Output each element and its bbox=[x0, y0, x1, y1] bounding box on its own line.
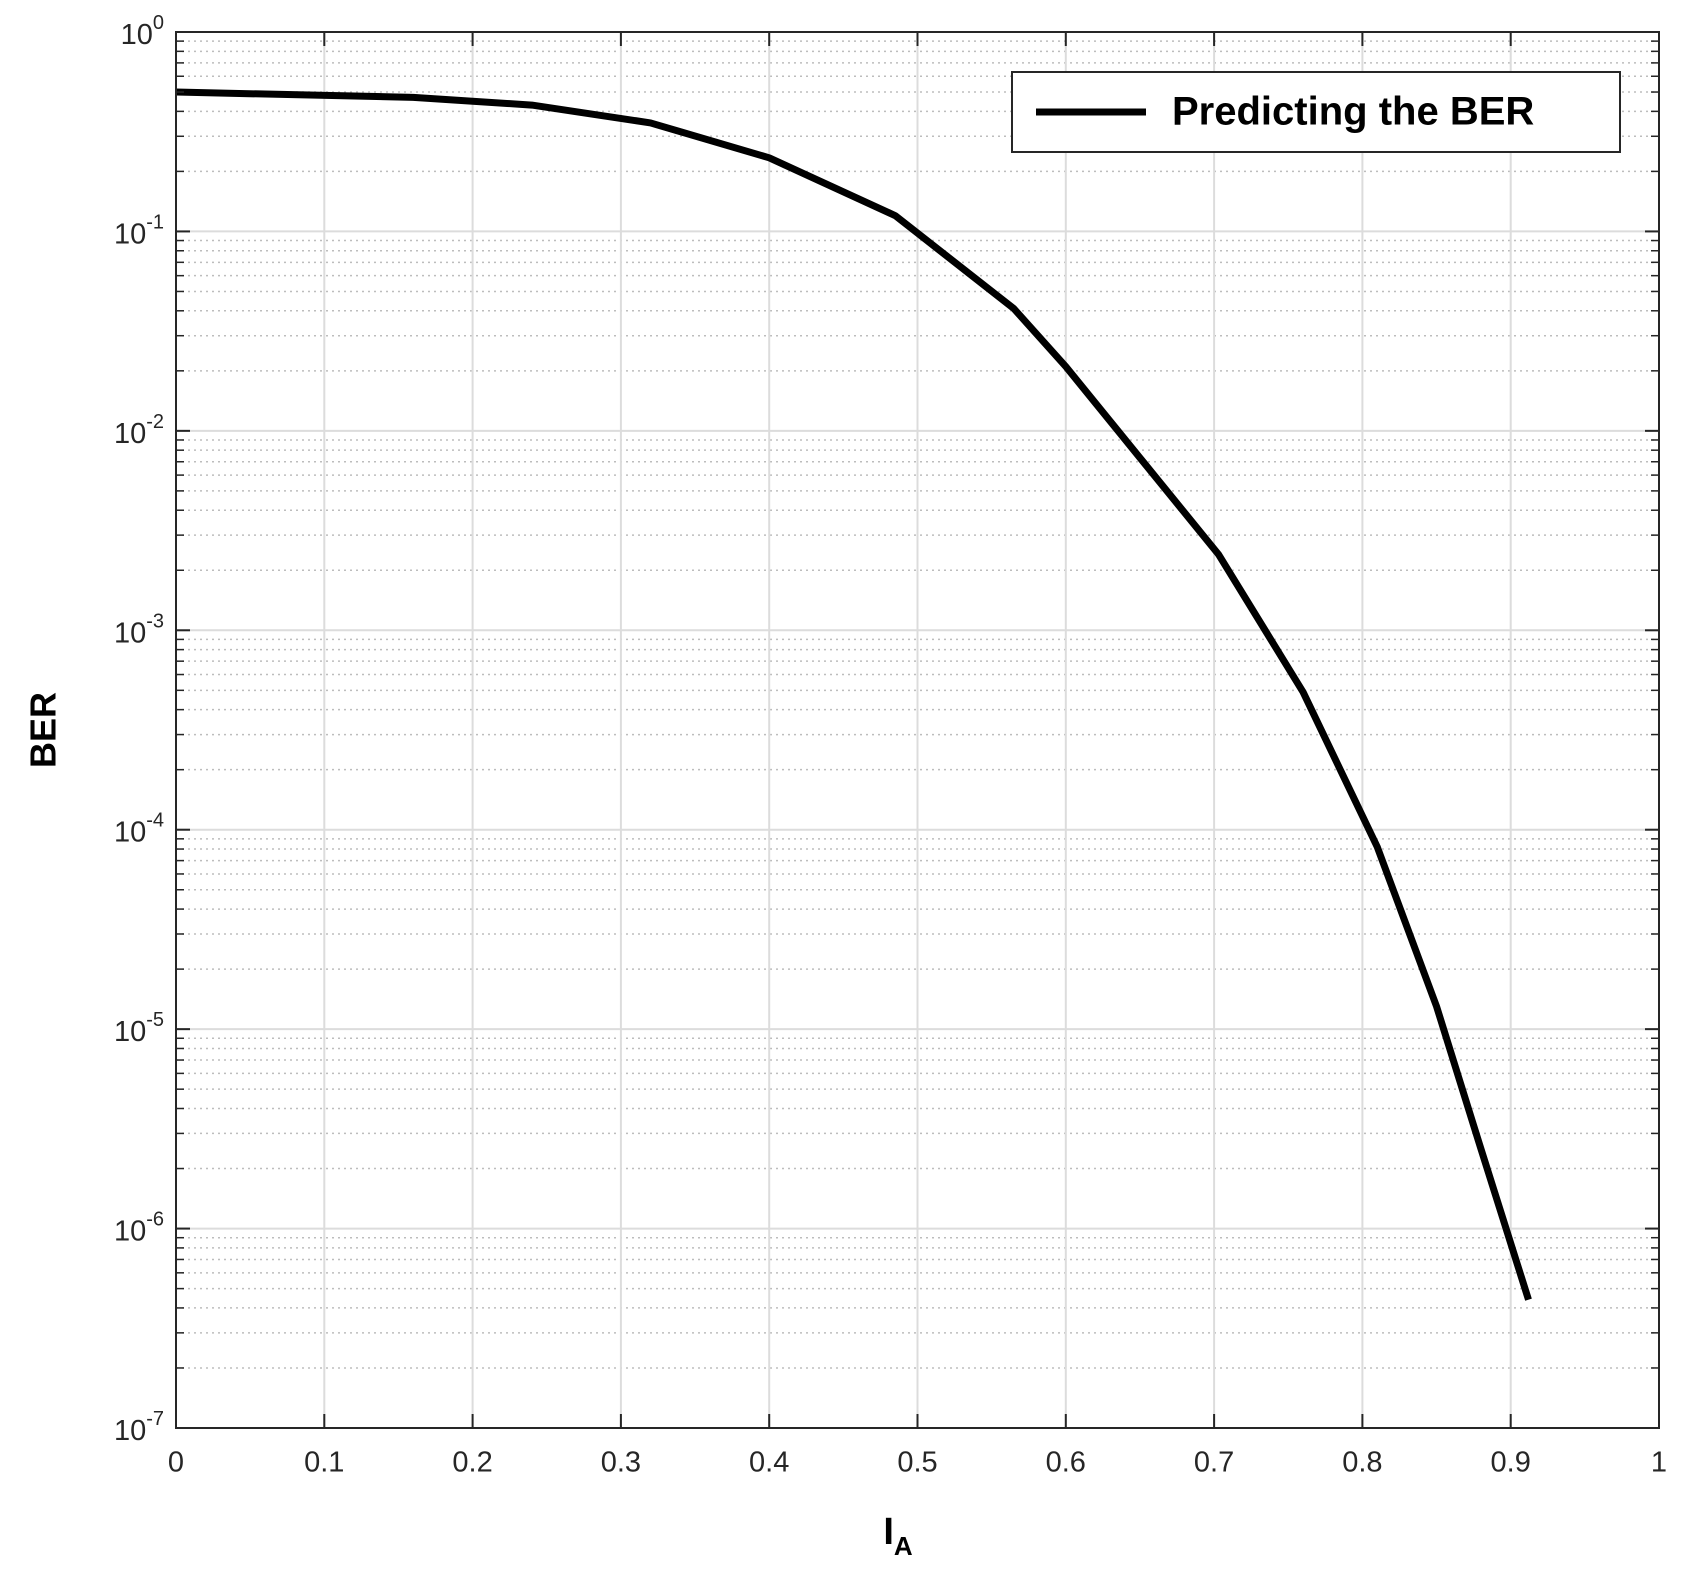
y-tick-base: 10 bbox=[114, 617, 146, 649]
y-tick-base: 10 bbox=[114, 1415, 146, 1447]
x-tick-label: 1 bbox=[1651, 1447, 1667, 1479]
y-tick-exponent: 0 bbox=[153, 12, 164, 34]
y-tick-base: 10 bbox=[121, 19, 153, 51]
x-tick-label: 0 bbox=[168, 1447, 184, 1479]
x-tick-label: 0.4 bbox=[749, 1447, 789, 1479]
y-tick-exponent: -2 bbox=[146, 411, 164, 433]
y-tick-label: 10-6 bbox=[114, 1209, 164, 1247]
line-series bbox=[175, 88, 1532, 1301]
y-tick-exponent: -6 bbox=[146, 1209, 164, 1231]
y-tick-base: 10 bbox=[114, 816, 146, 848]
x-tick-label: 0.3 bbox=[601, 1447, 641, 1479]
x-axis-label-main: I bbox=[883, 1511, 894, 1553]
x-tick-label: 0.2 bbox=[452, 1447, 492, 1479]
x-tick-label: 0.8 bbox=[1342, 1447, 1382, 1479]
y-axis-label: BER bbox=[23, 692, 64, 768]
grid bbox=[175, 31, 1660, 1429]
y-tick-label: 10-4 bbox=[114, 810, 164, 848]
y-tick-base: 10 bbox=[114, 1215, 146, 1247]
y-tick-exponent: -4 bbox=[146, 810, 164, 832]
y-tick-label: 10-5 bbox=[114, 1009, 164, 1047]
y-tick-exponent: -1 bbox=[146, 212, 164, 234]
x-tick-label: 0.7 bbox=[1194, 1447, 1234, 1479]
y-tick-base: 10 bbox=[114, 418, 146, 450]
y-tick-base: 10 bbox=[114, 218, 146, 250]
legend-label: Predicting the BER bbox=[1172, 90, 1534, 134]
y-tick-label: 10-7 bbox=[114, 1408, 164, 1446]
x-tick-label: 0.9 bbox=[1491, 1447, 1531, 1479]
x-tick-label: 0.6 bbox=[1046, 1447, 1086, 1479]
y-tick-label: 10-2 bbox=[114, 411, 164, 449]
y-tick-label: 100 bbox=[121, 12, 164, 50]
x-tick-label: 0.1 bbox=[304, 1447, 344, 1479]
y-tick-label: 10-3 bbox=[114, 611, 164, 649]
x-axis-label: IA bbox=[883, 1511, 913, 1561]
marks bbox=[175, 88, 1532, 1301]
y-tick-exponent: -7 bbox=[146, 1408, 164, 1430]
y-tick-exponent: -3 bbox=[146, 611, 164, 633]
x-tick-label: 0.5 bbox=[897, 1447, 937, 1479]
y-tick-exponent: -5 bbox=[146, 1009, 164, 1031]
x-axis-label-subscript: A bbox=[894, 1531, 913, 1561]
y-tick-base: 10 bbox=[114, 1016, 146, 1048]
y-tick-label: 10-1 bbox=[114, 212, 164, 250]
